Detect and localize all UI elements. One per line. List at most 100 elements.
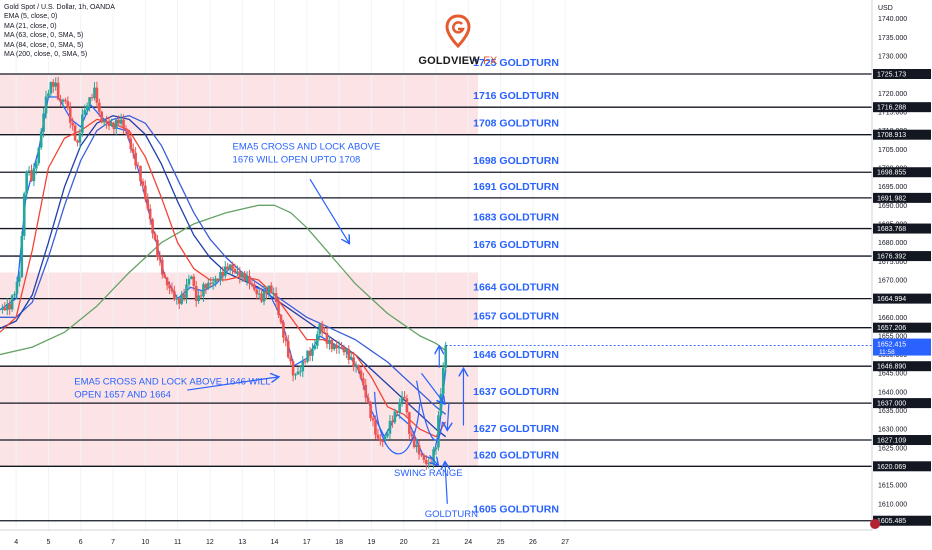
candle-body-12 [30, 170, 33, 182]
candle-body-93 [226, 266, 229, 270]
candle-body-123 [299, 371, 302, 373]
level-tag-8: 1657.206 [877, 325, 906, 332]
candle-body-2 [5, 304, 9, 311]
y-tick-3: 1625.000 [878, 445, 907, 452]
indicator-ema5[interactable]: EMA (5, close, 0) [4, 13, 58, 21]
candle-body-101 [245, 276, 249, 281]
candle-body-115 [279, 314, 283, 323]
candle-body-14 [35, 163, 38, 169]
level-tag-11: 1627.109 [877, 438, 906, 445]
candle-body-35 [85, 105, 89, 111]
indicator-ma63[interactable]: MA (63, close, 0, SMA, 5) [4, 32, 84, 40]
candle-body-65 [158, 257, 162, 260]
level-tag-bg-8 [873, 322, 931, 333]
candle-body-165 [400, 396, 404, 403]
candle-body-18 [44, 96, 48, 114]
candle-body-138 [335, 344, 338, 349]
candle-body-160 [388, 420, 392, 434]
indicator-ma200[interactable]: MA (200, close, 0, SMA, 5) [4, 51, 88, 59]
candle-body-47 [114, 119, 118, 130]
y-tick-1: 1615.000 [878, 483, 907, 490]
candle-body-27 [66, 101, 70, 109]
candle-body-8 [20, 235, 24, 278]
candle-body-114 [277, 302, 280, 315]
candle-body-161 [391, 420, 394, 423]
candle-body-19 [47, 93, 50, 97]
candle-body-61 [148, 208, 152, 220]
x-tick-12: 20 [400, 539, 408, 546]
x-tick-17: 27 [561, 539, 569, 546]
candle-body-140 [340, 347, 343, 349]
candle-body-104 [253, 284, 256, 290]
candle-body-94 [228, 264, 232, 270]
candle-body-84 [204, 284, 208, 289]
zone-0 [0, 74, 478, 135]
arrow-goldturn [445, 463, 447, 504]
level-label-13: 1605 GOLDTURN [473, 504, 559, 516]
level-label-11: 1627 GOLDTURN [473, 423, 559, 435]
candle-body-53 [129, 138, 133, 150]
candle-body-54 [131, 149, 135, 153]
arrow-to-1637 [420, 372, 444, 403]
candle-body-43 [105, 120, 108, 123]
candle-body-3 [8, 304, 11, 310]
level-label-9: 1646 GOLDTURN [473, 349, 559, 361]
level-tag-bg-13 [873, 515, 931, 526]
candle-body-39 [95, 87, 99, 103]
candle-body-113 [274, 293, 278, 303]
candle-body-76 [185, 284, 188, 298]
x-tick-9: 17 [303, 539, 311, 546]
price-series [1, 76, 447, 470]
candle-body-45 [110, 123, 113, 127]
candle-body-70 [170, 288, 174, 292]
level-label-8: 1657 GOLDTURN [473, 311, 559, 323]
candle-body-82 [199, 295, 203, 297]
candle-body-83 [202, 284, 205, 297]
y-tick-4: 1630.000 [878, 427, 907, 434]
level-tag-9: 1646.890 [877, 364, 906, 371]
candle-body-143 [347, 349, 351, 360]
candle-body-31 [76, 140, 79, 143]
candle-body-66 [160, 259, 164, 275]
candle-body-134 [325, 333, 329, 344]
y-tick-9: 1655.000 [878, 333, 907, 340]
level-tag-6: 1676.392 [877, 254, 906, 261]
candle-body-96 [233, 269, 237, 273]
candle-body-168 [408, 412, 411, 434]
candle-body-144 [349, 357, 353, 360]
level-label-10: 1637 GOLDTURN [473, 386, 559, 398]
level-tag-bg-4 [873, 192, 931, 203]
candle-body-28 [68, 108, 72, 123]
current-time-tag: 11:58 [879, 349, 895, 356]
candle-body-146 [354, 364, 358, 367]
indicator-ma21[interactable]: MA (21, close, 0) [4, 22, 57, 30]
candle-body-51 [124, 128, 128, 131]
drawings [187, 178, 463, 504]
goldview-logo: GOLDVIEW FX [412, 14, 504, 67]
candle-body-24 [59, 99, 62, 102]
candle-body-1 [3, 307, 7, 311]
candle-body-150 [364, 384, 368, 398]
candle-body-21 [51, 82, 55, 87]
candle-body-106 [257, 293, 261, 295]
candle-body-176 [427, 463, 431, 465]
candle-body-154 [374, 420, 377, 435]
x-tick-14: 24 [464, 539, 472, 546]
candle-body-174 [422, 455, 426, 460]
swing-range-curve-2 [416, 380, 444, 441]
candle-body-183 [444, 345, 447, 368]
candle-body-22 [54, 82, 58, 87]
candle-body-68 [165, 277, 169, 286]
candle-body-135 [328, 340, 331, 344]
candle-body-148 [359, 370, 363, 379]
indicator-ma84[interactable]: MA (84, close, 0, SMA, 5) [4, 41, 84, 49]
y-tick-0: 1610.000 [878, 501, 907, 508]
candle-body-119 [289, 357, 292, 362]
zone-1 [0, 272, 478, 328]
x-tick-5: 11 [174, 539, 181, 546]
y-tick-22: 1720.000 [878, 91, 907, 98]
logo-brand: GOLDVIEW [418, 55, 480, 67]
candle-body-92 [223, 266, 227, 276]
candle-body-117 [284, 337, 288, 341]
